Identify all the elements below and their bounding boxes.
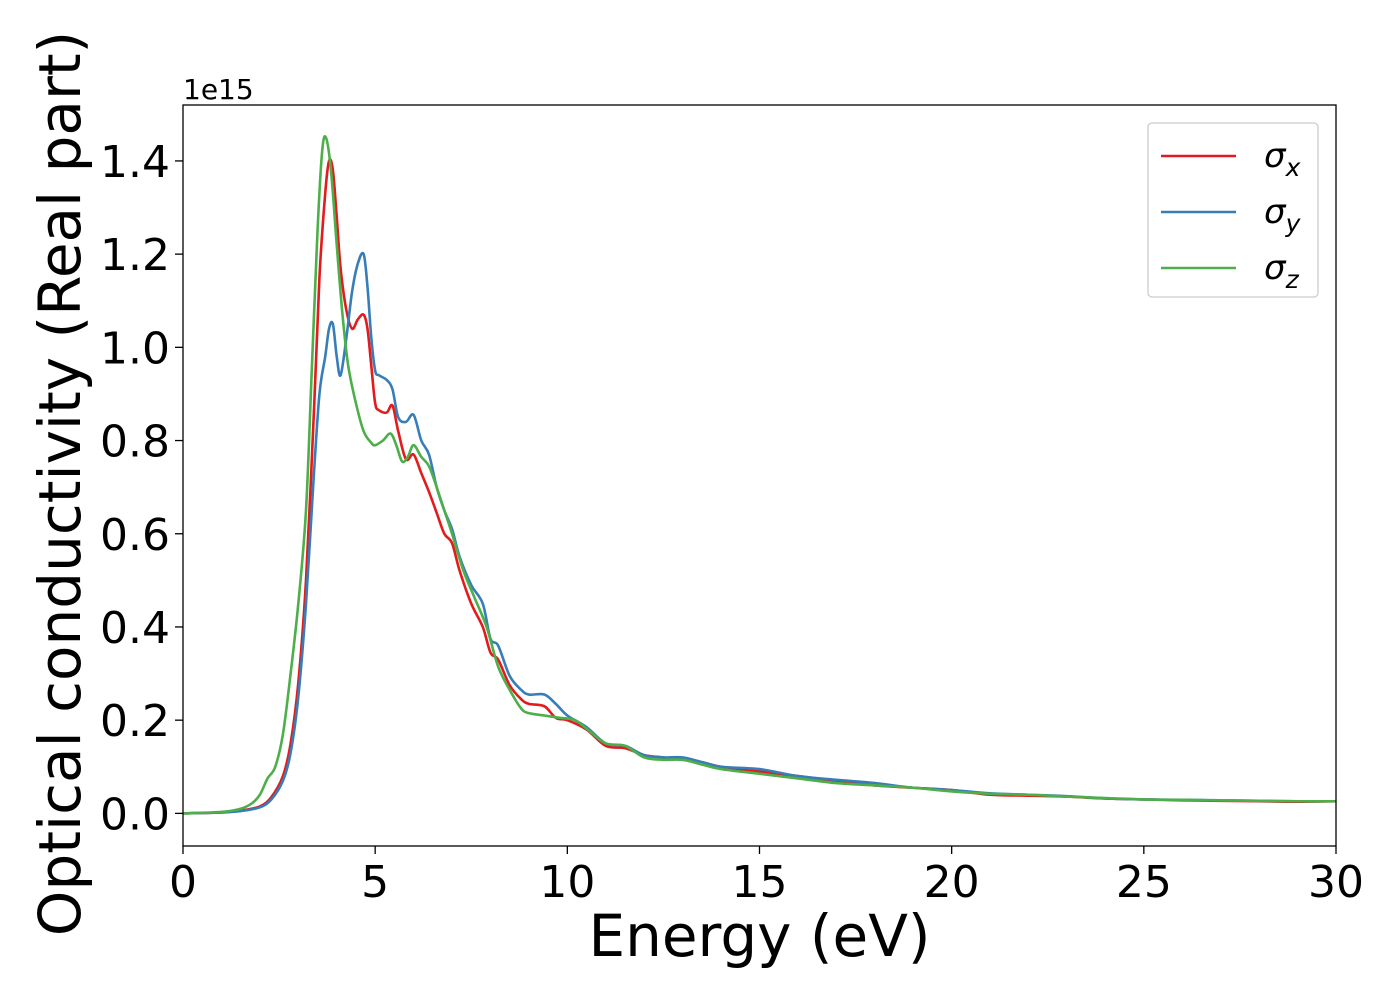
x-tick-label: 10 [539,857,595,908]
x-tick-label: 15 [732,857,788,908]
x-axis-label: Energy (eV) [588,902,930,970]
y-tick-label: 0.0 [100,789,170,840]
x-tick-label: 0 [169,857,197,908]
series-line-y [183,251,1336,815]
y-axis-ticks: 0.0 0.2 0.4 0.6 0.8 1.0 1.2 1.4 [100,137,183,840]
x-tick-label: 25 [1116,857,1172,908]
y-tick-label: 0.2 [100,696,170,747]
x-tick-label: 5 [361,857,389,908]
y-tick-label: 0.8 [100,417,170,468]
y-axis-label: Optical conductivity (Real part) [26,31,94,936]
legend-box [1147,122,1319,298]
x-tick-label: 20 [924,857,980,908]
y-tick-label: 1.4 [100,137,170,188]
series-layer [183,135,1336,815]
y-tick-label: 0.4 [100,603,170,654]
y-tick-label: 1.0 [100,323,170,374]
x-tick-label: 30 [1308,857,1364,908]
y-tick-label: 1.2 [100,230,170,281]
x-axis-ticks: 0 5 10 15 20 25 30 [169,846,1364,908]
y-tick-label: 0.6 [100,510,170,561]
y-offset-label: 1e15 [183,73,254,106]
series-line-z [183,135,1336,815]
